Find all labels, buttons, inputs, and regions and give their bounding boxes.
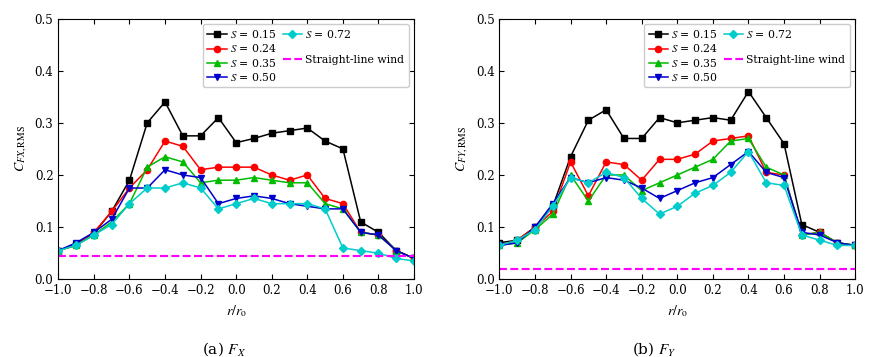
X-axis label: $r/r_{\mathrm{o}}$: $r/r_{\mathrm{o}}$: [666, 303, 687, 318]
X-axis label: $r/r_{\mathrm{o}}$: $r/r_{\mathrm{o}}$: [225, 303, 246, 318]
Text: (b) $F_Y$: (b) $F_Y$: [631, 340, 675, 357]
Y-axis label: $C_{FY,\mathrm{RMS}}$: $C_{FY,\mathrm{RMS}}$: [454, 126, 470, 172]
Text: (a) $F_X$: (a) $F_X$: [202, 340, 246, 357]
Y-axis label: $C_{FX,\mathrm{RMS}}$: $C_{FX,\mathrm{RMS}}$: [13, 125, 29, 172]
Legend: $S$ = 0.15, $S$ = 0.24, $S$ = 0.35, $S$ = 0.50, $S$ = 0.72, , Straight-line wind: $S$ = 0.15, $S$ = 0.24, $S$ = 0.35, $S$ …: [203, 24, 408, 87]
Legend: $S$ = 0.15, $S$ = 0.24, $S$ = 0.35, $S$ = 0.50, $S$ = 0.72, , Straight-line wind: $S$ = 0.15, $S$ = 0.24, $S$ = 0.35, $S$ …: [644, 24, 849, 87]
